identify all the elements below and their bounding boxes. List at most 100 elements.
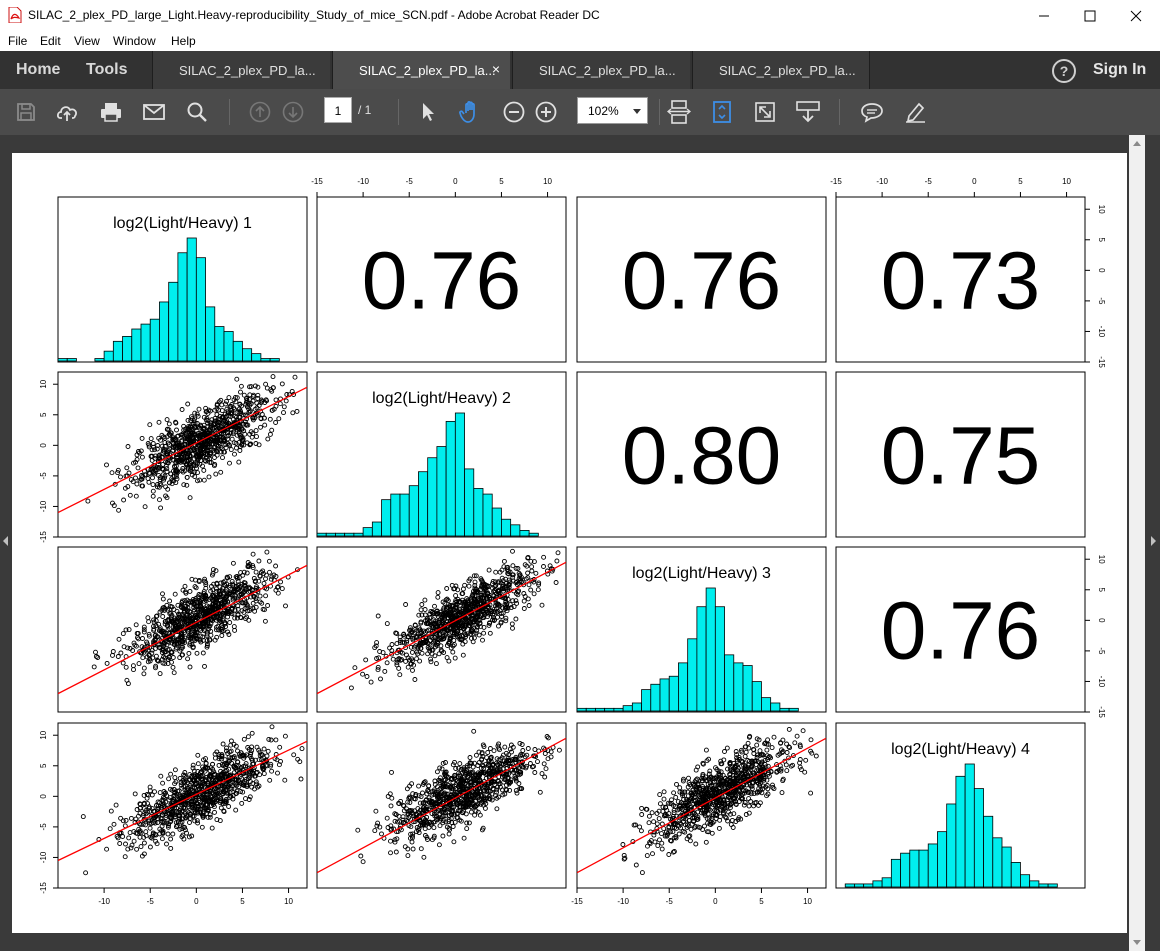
scatter-point: [187, 664, 193, 670]
right-pane-toggle-icon[interactable]: [1151, 536, 1156, 546]
scatter-point: [397, 638, 403, 643]
highlight-button[interactable]: [899, 96, 931, 128]
scatter-point: [247, 562, 253, 567]
scatter-point: [218, 805, 224, 811]
vertical-scrollbar[interactable]: [1129, 135, 1145, 951]
scatter-point: [164, 495, 170, 501]
histogram-bar: [788, 707, 799, 712]
scatter-point: [150, 475, 155, 481]
scatter-point: [407, 625, 413, 631]
scatter-point: [450, 614, 456, 620]
menu-edit[interactable]: Edit: [40, 34, 61, 48]
document-tab-1[interactable]: SILAC_2_plex_PD_la...: [152, 51, 330, 89]
scatter-point: [459, 778, 465, 784]
scatter-point: [418, 846, 424, 852]
scatter-point: [160, 646, 166, 652]
fit-width-button[interactable]: [663, 96, 695, 128]
find-button[interactable]: [181, 96, 213, 128]
sign-in-button[interactable]: Sign In: [1093, 61, 1147, 78]
scatter-point: [239, 441, 245, 447]
scatter-point: [131, 838, 137, 844]
scatter-point: [215, 784, 221, 790]
histogram-bar: [918, 849, 929, 888]
scatter-point: [206, 798, 212, 804]
zoom-in-button[interactable]: [530, 96, 562, 128]
scatter-point: [417, 807, 423, 813]
print-button[interactable]: [95, 96, 127, 128]
scatter-point: [203, 585, 209, 591]
panel-frame: [57, 722, 308, 889]
minimize-button[interactable]: [1021, 0, 1067, 31]
scatter-point: [191, 446, 196, 452]
scatter-point: [249, 730, 255, 736]
scatter-point: [212, 797, 217, 803]
prev-page-button[interactable]: [244, 96, 276, 128]
scatter-point: [184, 474, 190, 480]
scatter-point: [425, 621, 431, 627]
menu-help[interactable]: Help: [171, 34, 196, 48]
scatter-points: [355, 728, 562, 865]
scatter-point: [182, 825, 188, 830]
scatter-point: [238, 383, 244, 389]
select-tool-button[interactable]: [412, 96, 444, 128]
scatter-point: [198, 607, 204, 613]
histogram-bar: [186, 237, 197, 362]
scatter-point: [479, 577, 485, 583]
scatter-point: [173, 779, 179, 785]
scatter-point: [378, 676, 383, 682]
scatter-point: [375, 664, 381, 670]
zoom-level-select[interactable]: 102%: [577, 97, 648, 124]
document-tab-4[interactable]: SILAC_2_plex_PD_la...: [692, 51, 870, 89]
menu-file[interactable]: File: [8, 34, 28, 48]
email-button[interactable]: [138, 96, 170, 128]
maximize-button[interactable]: [1067, 0, 1113, 31]
zoom-out-button[interactable]: [498, 96, 530, 128]
scatter-point: [273, 737, 279, 743]
home-nav[interactable]: Home: [16, 61, 61, 78]
scatter-point: [384, 621, 390, 627]
scatter-point: [510, 548, 515, 554]
left-pane-toggle-icon[interactable]: [3, 536, 8, 546]
upload-button[interactable]: [52, 96, 84, 128]
scatter-point: [376, 655, 382, 661]
save-button[interactable]: [10, 96, 42, 128]
comment-button[interactable]: [856, 96, 888, 128]
hand-tool-button[interactable]: [455, 96, 487, 128]
scroll-mode-button[interactable]: [792, 96, 824, 128]
next-page-button[interactable]: [277, 96, 309, 128]
scatter-point: [118, 815, 124, 821]
document-tab-label: SILAC_2_plex_PD_la...: [539, 63, 676, 78]
tools-nav[interactable]: Tools: [86, 61, 128, 78]
scatter-point: [205, 783, 211, 789]
menu-view[interactable]: View: [74, 34, 100, 48]
scatter-point: [233, 777, 239, 783]
scroll-down-icon[interactable]: [1133, 940, 1141, 945]
scatter-point: [169, 640, 175, 646]
document-tab-2[interactable]: SILAC_2_plex_PD_la... ×: [332, 51, 510, 89]
full-screen-button[interactable]: [749, 96, 781, 128]
scatter-point: [141, 851, 147, 857]
scatter-point: [194, 791, 199, 797]
document-tab-3[interactable]: SILAC_2_plex_PD_la...: [512, 51, 690, 89]
scatter-point: [226, 758, 232, 764]
page-number-input[interactable]: 1: [324, 97, 352, 123]
histogram-bar: [501, 518, 512, 537]
scatter-point: [445, 628, 450, 634]
scatter-point: [283, 398, 289, 404]
scatter-point: [127, 830, 133, 836]
menu-window[interactable]: Window: [113, 34, 156, 48]
scatter-point: [519, 742, 525, 747]
tab-close-icon[interactable]: ×: [491, 61, 500, 77]
scatter-point: [186, 598, 192, 604]
scatter-point: [237, 767, 243, 773]
scatter-point: [138, 476, 144, 482]
help-icon[interactable]: ?: [1052, 59, 1076, 83]
scatter-point: [404, 652, 409, 658]
scatter-point: [128, 815, 134, 821]
fit-page-button[interactable]: [706, 96, 738, 128]
scroll-up-icon[interactable]: [1133, 141, 1141, 146]
scatter-point: [422, 826, 428, 832]
close-window-button[interactable]: [1113, 0, 1159, 31]
histogram-bar: [779, 707, 790, 712]
scatter-point: [407, 783, 413, 789]
